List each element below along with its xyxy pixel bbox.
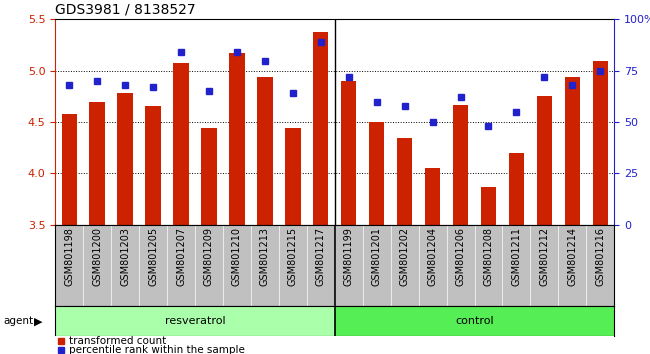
Text: percentile rank within the sample: percentile rank within the sample [70, 346, 245, 354]
Text: GSM801214: GSM801214 [567, 227, 577, 286]
Text: GSM801212: GSM801212 [540, 227, 549, 286]
Text: GSM801205: GSM801205 [148, 227, 158, 286]
Text: GSM801209: GSM801209 [204, 227, 214, 286]
Text: GSM801215: GSM801215 [288, 227, 298, 286]
Bar [313, 32, 328, 225]
Bar [397, 138, 412, 225]
Bar [285, 128, 300, 225]
Text: GSM801207: GSM801207 [176, 227, 186, 286]
Text: GSM801198: GSM801198 [64, 227, 74, 286]
Bar [537, 97, 552, 225]
Text: GSM801210: GSM801210 [232, 227, 242, 286]
Bar [481, 187, 496, 225]
Bar [146, 106, 161, 225]
Bar [118, 93, 133, 225]
Bar [335, 306, 614, 336]
Text: GSM801201: GSM801201 [372, 227, 382, 286]
Bar [202, 128, 216, 225]
Bar [257, 77, 272, 225]
Bar [174, 63, 188, 225]
Text: GSM801216: GSM801216 [595, 227, 605, 286]
Bar [453, 105, 468, 225]
Bar [425, 169, 440, 225]
Text: GSM801208: GSM801208 [484, 227, 493, 286]
Bar [229, 53, 244, 225]
Text: control: control [455, 316, 494, 326]
Bar [369, 122, 384, 225]
Text: GSM801200: GSM801200 [92, 227, 102, 286]
Text: agent: agent [3, 316, 33, 326]
Bar [565, 77, 580, 225]
Text: GSM801211: GSM801211 [512, 227, 521, 286]
Text: GSM801202: GSM801202 [400, 227, 410, 286]
Text: GSM801213: GSM801213 [260, 227, 270, 286]
Bar [509, 153, 524, 225]
Bar [593, 61, 608, 225]
Text: GSM801206: GSM801206 [456, 227, 465, 286]
Text: ▶: ▶ [34, 316, 42, 326]
Bar [341, 81, 356, 225]
Text: GSM801199: GSM801199 [344, 227, 354, 286]
Text: GSM801217: GSM801217 [316, 227, 326, 286]
Bar [90, 102, 105, 225]
Bar [55, 306, 335, 336]
Text: GDS3981 / 8138527: GDS3981 / 8138527 [55, 3, 196, 17]
Text: resveratrol: resveratrol [164, 316, 226, 326]
Text: transformed count: transformed count [70, 336, 166, 346]
Bar [62, 114, 77, 225]
Text: GSM801203: GSM801203 [120, 227, 130, 286]
Text: GSM801204: GSM801204 [428, 227, 437, 286]
